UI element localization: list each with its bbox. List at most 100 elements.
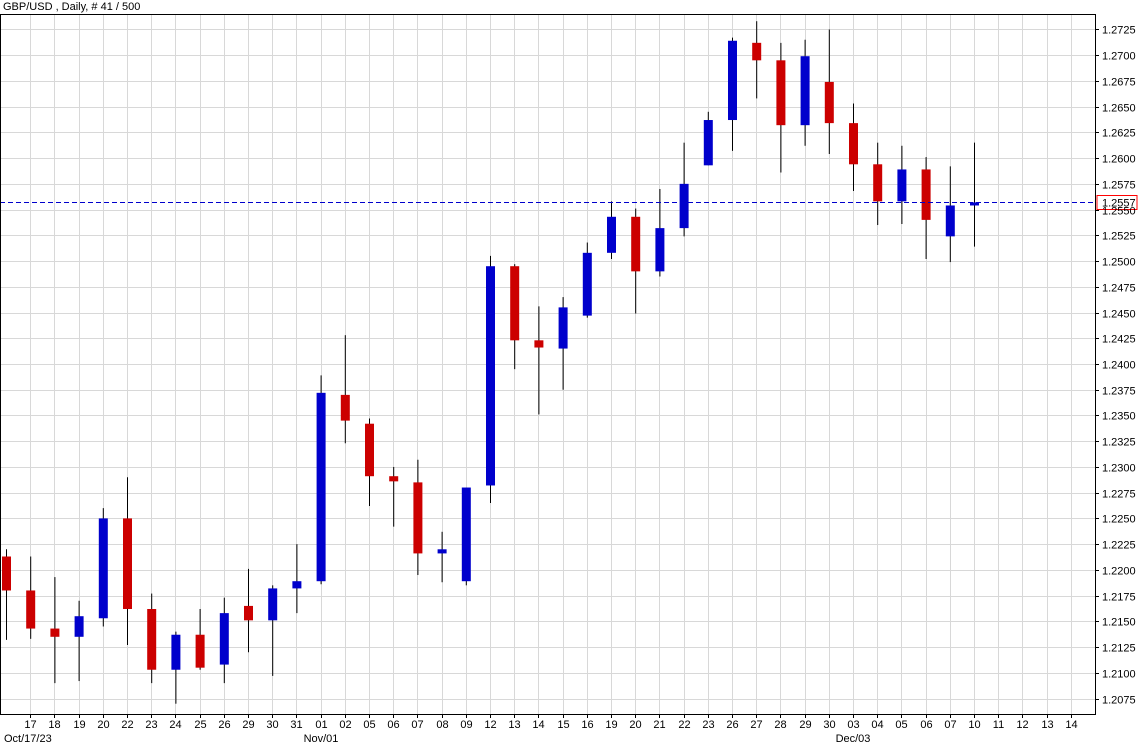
x-tick-label: 26 [726,719,738,731]
x-tick-label: 29 [799,719,811,731]
y-tick-label: 1.2175 [1102,592,1136,604]
y-tick-label: 1.2500 [1102,257,1136,269]
x-tick-label: 14 [532,719,544,731]
candle-bullish [945,166,955,263]
candle-body [703,120,713,166]
x-tick-label: 17 [24,719,36,731]
candle-bearish [534,306,544,415]
y-tick-label: 1.2625 [1102,128,1136,140]
x-tick-label: 22 [678,719,690,731]
y-tick-label: 1.2550 [1102,206,1136,218]
y-tick-label: 1.2075 [1102,695,1136,707]
y-tick-label: 1.2475 [1102,283,1136,295]
x-tick-label: 14 [1065,719,1077,731]
candle-bearish [244,568,253,653]
x-period-label: Dec/03 [836,733,871,745]
candle-body [631,216,641,272]
x-tick-label: 23 [702,719,714,731]
candle-bearish [195,609,205,670]
candle-bullish [582,242,592,318]
x-tick-label: 05 [363,719,375,731]
candle-body [655,228,665,272]
current-price-box [1096,195,1138,210]
x-tick-label: 24 [169,719,181,731]
candle-body [558,307,568,349]
candle-bullish [970,142,979,247]
price-axis: 1.2075 1.2100 1.2125 1.2150 1.2175 1.2200 1.22… [1095,25,1136,707]
x-tick-label: 25 [194,719,206,731]
candle-bearish [147,593,157,684]
x-tick-label: 31 [290,719,302,731]
y-tick-label: 1.2300 [1102,463,1136,475]
y-tick-label: 1.2125 [1102,643,1136,655]
x-tick-label: 10 [968,719,980,731]
y-tick-label: 1.2100 [1102,669,1136,681]
x-tick-label: 20 [97,719,109,731]
candle-body [147,609,157,670]
candle-body [244,605,253,621]
candle-body [2,556,11,591]
candle-bearish [631,208,641,314]
x-tick-label: 08 [436,719,448,731]
y-tick-label: 1.2450 [1102,309,1136,321]
candle-body [728,40,737,121]
x-tick-label: 07 [944,719,956,731]
candle-bullish [268,585,278,676]
candle-body [50,628,60,637]
y-tick-label: 1.2400 [1102,360,1136,372]
y-tick-label: 1.2525 [1102,231,1136,243]
x-tick-label: 05 [895,719,907,731]
x-tick-label: 15 [557,719,569,731]
candle-body [74,616,84,637]
x-tick-label: 12 [1016,719,1028,731]
x-tick-label: 29 [242,719,254,731]
current-price-layer: 1.2557 [0,195,1138,210]
x-tick-label: 13 [508,719,520,731]
candle-body [26,590,36,629]
x-tick-label: 18 [48,719,60,731]
y-tick-label: 1.2600 [1102,154,1136,166]
candle-bearish [413,459,423,576]
candle-body [873,164,883,202]
candle-bearish [389,466,399,527]
candle-bullish [728,37,737,151]
x-tick-label: 19 [605,719,617,731]
candle-body [486,266,495,486]
y-tick-label: 1.2575 [1102,180,1136,192]
candle-bullish [219,597,229,684]
x-tick-label: 01 [315,719,327,731]
x-tick-label: 21 [653,719,665,731]
candle-body [316,392,326,582]
candle-bullish [800,39,810,146]
candle-bearish [752,21,762,99]
x-tick-label: 03 [847,719,859,731]
candle-bullish [171,631,181,704]
candle-body [195,634,205,668]
candle-body [292,581,302,589]
x-tick-label: 23 [145,719,157,731]
x-tick-label: 27 [750,719,762,731]
y-tick-label: 1.2375 [1102,386,1136,398]
candle-bearish [776,42,786,173]
x-tick-label: 20 [629,719,641,731]
candle-body [389,476,399,482]
candle-body [582,252,592,316]
y-tick-label: 1.2700 [1102,51,1136,63]
y-tick-label: 1.2200 [1102,566,1136,578]
y-tick-label: 1.2350 [1102,411,1136,423]
x-tick-label: 26 [218,719,230,731]
candle-body [752,42,762,61]
candle-bearish [2,549,11,640]
candle-bearish [26,556,36,639]
current-price-label: 1.2557 [1102,198,1136,210]
candle-body [365,423,374,477]
candle-bearish [123,477,132,646]
x-tick-label: 16 [581,719,593,731]
x-tick-label: 04 [871,719,883,731]
candle-body [897,169,907,202]
x-tick-label: 30 [266,719,278,731]
y-tick-label: 1.2225 [1102,540,1136,552]
